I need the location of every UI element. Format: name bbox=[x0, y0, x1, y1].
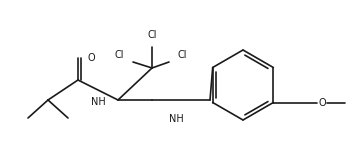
Text: Cl: Cl bbox=[147, 30, 157, 40]
Text: O: O bbox=[87, 53, 95, 63]
Text: NH: NH bbox=[91, 97, 105, 107]
Text: NH: NH bbox=[169, 114, 183, 124]
Text: O: O bbox=[318, 97, 326, 107]
Text: Cl: Cl bbox=[178, 50, 188, 60]
Text: Cl: Cl bbox=[114, 50, 124, 60]
